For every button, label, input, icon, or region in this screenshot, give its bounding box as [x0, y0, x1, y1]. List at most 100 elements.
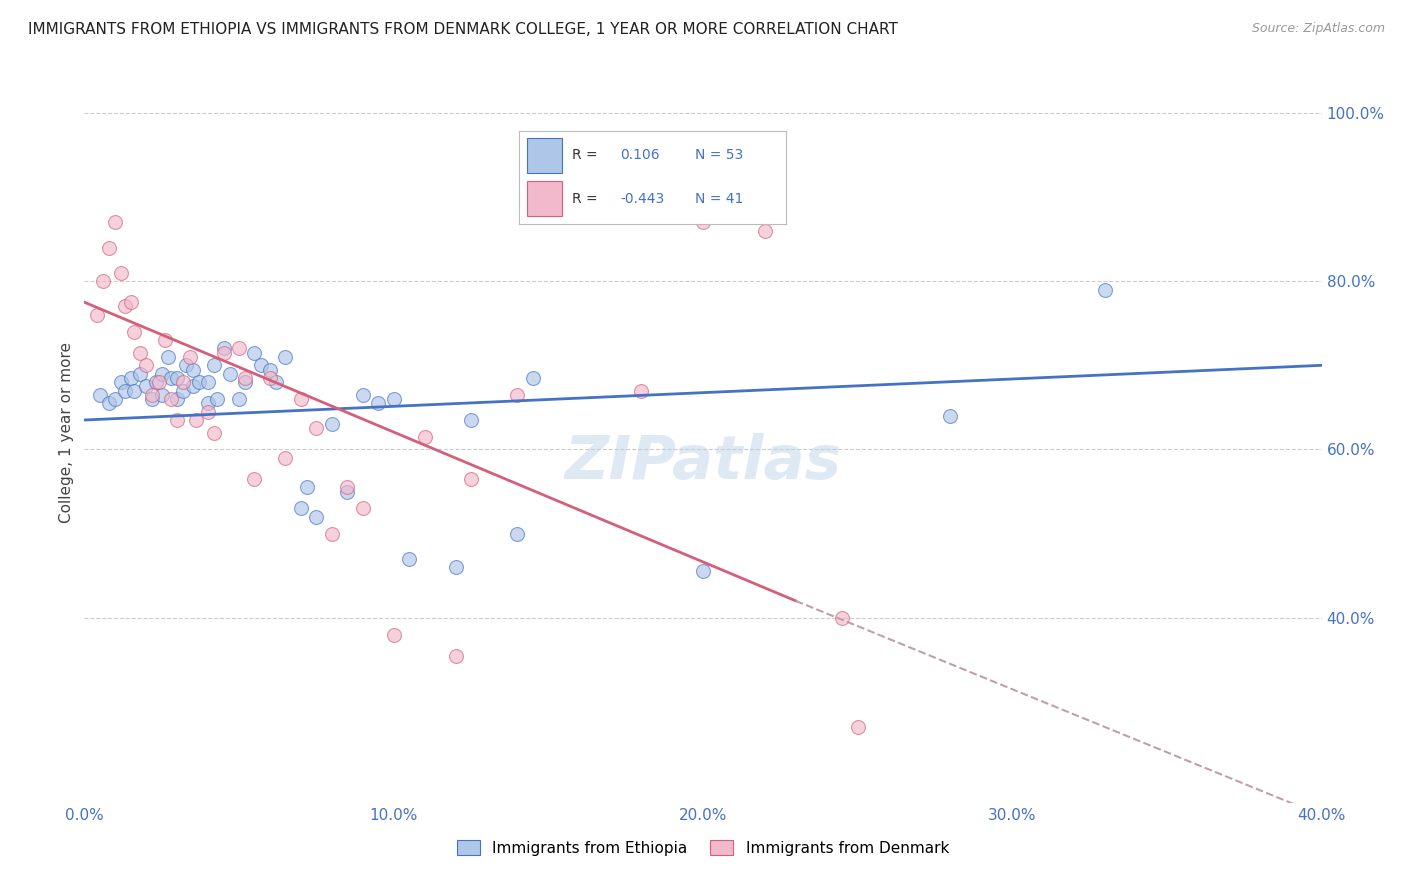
Point — [599, 173, 621, 187]
Point — [460, 472, 482, 486]
Text: IMMIGRANTS FROM ETHIOPIA VS IMMIGRANTS FROM DENMARK COLLEGE, 1 YEAR OR MORE CORR: IMMIGRANTS FROM ETHIOPIA VS IMMIGRANTS F… — [28, 22, 898, 37]
Bar — [527, 181, 562, 217]
Point — [233, 375, 256, 389]
Point — [120, 371, 142, 385]
Point — [274, 450, 297, 465]
Point — [352, 388, 374, 402]
Point — [197, 375, 219, 389]
Point — [110, 375, 132, 389]
Point — [197, 396, 219, 410]
Point — [568, 198, 591, 212]
Point — [336, 484, 359, 499]
Point — [228, 342, 250, 356]
Point — [321, 417, 343, 432]
Point — [382, 627, 405, 641]
Point — [98, 396, 121, 410]
Point — [506, 388, 529, 402]
Point — [630, 384, 652, 398]
Point — [692, 565, 714, 579]
Point — [367, 396, 389, 410]
Point — [156, 350, 179, 364]
Point — [460, 413, 482, 427]
Point — [89, 388, 111, 402]
Point — [110, 266, 132, 280]
Text: N = 41: N = 41 — [695, 192, 744, 206]
Point — [290, 501, 312, 516]
Point — [243, 345, 266, 359]
Legend: Immigrants from Ethiopia, Immigrants from Denmark: Immigrants from Ethiopia, Immigrants fro… — [451, 834, 955, 862]
Point — [166, 413, 188, 427]
Point — [187, 375, 209, 389]
Point — [114, 384, 136, 398]
Bar — [527, 137, 562, 173]
Point — [122, 325, 145, 339]
Point — [104, 215, 127, 229]
Point — [249, 359, 271, 373]
Point — [135, 379, 157, 393]
Point — [1094, 283, 1116, 297]
Point — [150, 388, 173, 402]
Point — [160, 392, 183, 406]
Text: ZIPatlas: ZIPatlas — [564, 433, 842, 491]
Text: Source: ZipAtlas.com: Source: ZipAtlas.com — [1251, 22, 1385, 36]
Point — [141, 388, 163, 402]
Point — [305, 421, 328, 435]
Point — [197, 404, 219, 418]
Point — [160, 371, 183, 385]
Point — [233, 371, 256, 385]
Point — [522, 371, 544, 385]
Point — [290, 392, 312, 406]
Point — [444, 648, 467, 663]
Point — [212, 342, 235, 356]
Point — [259, 371, 281, 385]
Text: R =: R = — [572, 148, 598, 162]
Point — [98, 240, 121, 255]
Point — [91, 274, 114, 288]
Point — [692, 215, 714, 229]
Point — [846, 720, 869, 734]
Point — [153, 333, 176, 347]
Point — [202, 425, 225, 440]
Point — [176, 359, 198, 373]
Point — [129, 367, 152, 381]
Text: 0.106: 0.106 — [620, 148, 659, 162]
Point — [104, 392, 127, 406]
Y-axis label: College, 1 year or more: College, 1 year or more — [59, 343, 75, 523]
Point — [122, 384, 145, 398]
Point — [295, 480, 318, 494]
Point — [336, 480, 359, 494]
Point — [259, 362, 281, 376]
Point — [831, 610, 853, 624]
Point — [228, 392, 250, 406]
Text: R =: R = — [572, 192, 598, 206]
Point — [274, 350, 297, 364]
Point — [135, 359, 157, 373]
Point — [179, 350, 201, 364]
Point — [145, 375, 167, 389]
Point — [172, 384, 194, 398]
Point — [506, 526, 529, 541]
Point — [398, 551, 420, 566]
Point — [243, 472, 266, 486]
Point — [754, 224, 776, 238]
Point — [114, 300, 136, 314]
Point — [444, 560, 467, 574]
Point — [212, 345, 235, 359]
Point — [166, 392, 188, 406]
Point — [172, 375, 194, 389]
Text: -0.443: -0.443 — [620, 192, 665, 206]
Point — [264, 375, 287, 389]
Point — [202, 359, 225, 373]
Point — [305, 509, 328, 524]
Point — [181, 379, 204, 393]
Point — [148, 375, 170, 389]
Point — [207, 392, 229, 406]
Point — [86, 308, 108, 322]
Point — [382, 392, 405, 406]
Point — [321, 526, 343, 541]
Point — [352, 501, 374, 516]
Point — [166, 371, 188, 385]
Point — [129, 345, 152, 359]
Point — [218, 367, 240, 381]
Point — [181, 362, 204, 376]
